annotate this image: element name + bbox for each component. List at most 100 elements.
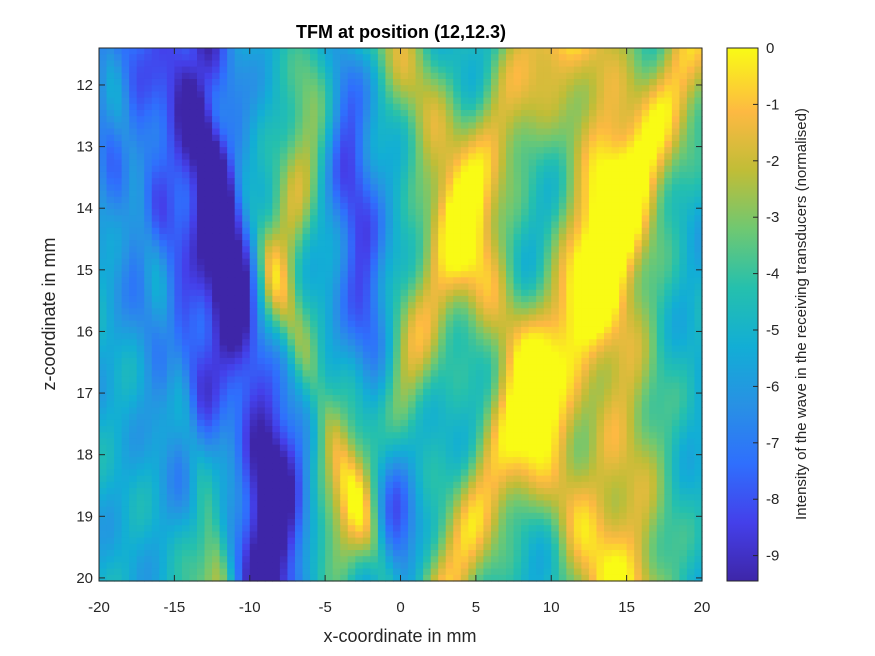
- heatmap-cell: [174, 184, 183, 192]
- heatmap-cell: [430, 60, 439, 68]
- heatmap-cell: [249, 376, 258, 384]
- heatmap-cell: [264, 190, 273, 198]
- heatmap-cell: [159, 264, 168, 272]
- heatmap-cell: [317, 351, 326, 359]
- heatmap-cell: [144, 401, 153, 409]
- heatmap-cell: [242, 357, 251, 365]
- heatmap-cell: [302, 388, 311, 396]
- heatmap-cell: [664, 252, 673, 260]
- heatmap-cell: [189, 271, 198, 278]
- heatmap-cell: [310, 295, 319, 303]
- heatmap-cell: [114, 48, 123, 55]
- heatmap-cell: [310, 116, 319, 123]
- heatmap-cell: [227, 178, 236, 185]
- heatmap-cell: [99, 91, 108, 99]
- heatmap-cell: [543, 376, 552, 384]
- heatmap-cell: [279, 320, 289, 328]
- heatmap-cell: [596, 165, 605, 173]
- heatmap-cell: [566, 78, 575, 86]
- heatmap-cell: [227, 103, 236, 111]
- heatmap-cell: [528, 134, 537, 142]
- heatmap-cell: [573, 97, 582, 105]
- heatmap-cell: [151, 122, 160, 130]
- heatmap-cell: [641, 91, 650, 99]
- heatmap-cell: [325, 85, 334, 92]
- heatmap-cell: [551, 320, 560, 328]
- heatmap-cell: [649, 339, 658, 347]
- heatmap-cell: [641, 48, 650, 55]
- heatmap-cell: [453, 413, 462, 421]
- heatmap-cell: [144, 258, 153, 266]
- heatmap-cell: [114, 376, 123, 384]
- heatmap-cell: [641, 97, 650, 105]
- heatmap-cell: [317, 277, 326, 285]
- heatmap-cell: [106, 339, 115, 347]
- heatmap-cell: [279, 78, 289, 86]
- heatmap-cell: [558, 184, 567, 192]
- heatmap-cell: [227, 277, 236, 285]
- heatmap-cell: [129, 159, 138, 167]
- heatmap-cell: [611, 227, 620, 235]
- heatmap-cell: [498, 246, 507, 254]
- heatmap-cell: [264, 407, 273, 415]
- heatmap-cell: [506, 165, 515, 173]
- heatmap-cell: [347, 209, 356, 216]
- heatmap-cell: [332, 165, 341, 173]
- heatmap-cell: [468, 326, 477, 334]
- heatmap-cell: [151, 295, 160, 303]
- heatmap-cell: [219, 308, 228, 316]
- heatmap-cell: [445, 419, 454, 427]
- heatmap-cell: [490, 147, 500, 154]
- heatmap-cell: [310, 159, 319, 167]
- heatmap-cell: [129, 351, 138, 359]
- heatmap-cell: [129, 326, 138, 334]
- heatmap-cell: [573, 72, 582, 80]
- heatmap-cell: [573, 178, 582, 185]
- heatmap-cell: [99, 376, 108, 384]
- heatmap-cell: [272, 72, 281, 80]
- heatmap-cell: [408, 215, 417, 223]
- heatmap-cell: [468, 401, 477, 409]
- heatmap-cell: [641, 103, 650, 111]
- heatmap-cell: [483, 190, 492, 198]
- heatmap-cell: [619, 159, 628, 167]
- heatmap-cell: [543, 426, 552, 433]
- heatmap-cell: [392, 209, 402, 216]
- heatmap-cell: [144, 128, 153, 136]
- heatmap-cell: [445, 134, 454, 142]
- heatmap-cell: [317, 85, 326, 92]
- heatmap-cell: [581, 215, 590, 223]
- heatmap-cell: [159, 382, 168, 390]
- heatmap-cell: [392, 97, 402, 105]
- heatmap-cell: [204, 215, 213, 223]
- heatmap-cell: [611, 233, 620, 241]
- heatmap-cell: [332, 271, 341, 278]
- heatmap-cell: [340, 91, 349, 99]
- heatmap-cell: [340, 54, 349, 61]
- heatmap-cell: [340, 48, 349, 55]
- heatmap-cell: [234, 308, 243, 316]
- heatmap-cell: [634, 66, 643, 74]
- heatmap-cell: [649, 215, 658, 223]
- heatmap-cell: [490, 128, 500, 136]
- heatmap-cell: [144, 60, 153, 68]
- heatmap-cell: [114, 147, 123, 154]
- heatmap-cell: [294, 376, 304, 384]
- heatmap-cell: [626, 72, 635, 80]
- heatmap-cell: [174, 264, 183, 272]
- heatmap-cell: [468, 190, 477, 198]
- heatmap-cell: [679, 66, 688, 74]
- heatmap-cell: [317, 252, 326, 260]
- heatmap-cell: [453, 264, 462, 272]
- heatmap-cell: [189, 147, 198, 154]
- heatmap-cell: [219, 339, 228, 347]
- heatmap-cell: [279, 190, 289, 198]
- heatmap-cell: [566, 314, 575, 322]
- heatmap-cell: [513, 202, 522, 210]
- heatmap-cell: [279, 382, 289, 390]
- heatmap-cell: [445, 314, 454, 322]
- heatmap-cell: [543, 48, 552, 55]
- heatmap-cell: [332, 351, 341, 359]
- heatmap-cell: [129, 91, 138, 99]
- heatmap-cell: [506, 419, 515, 427]
